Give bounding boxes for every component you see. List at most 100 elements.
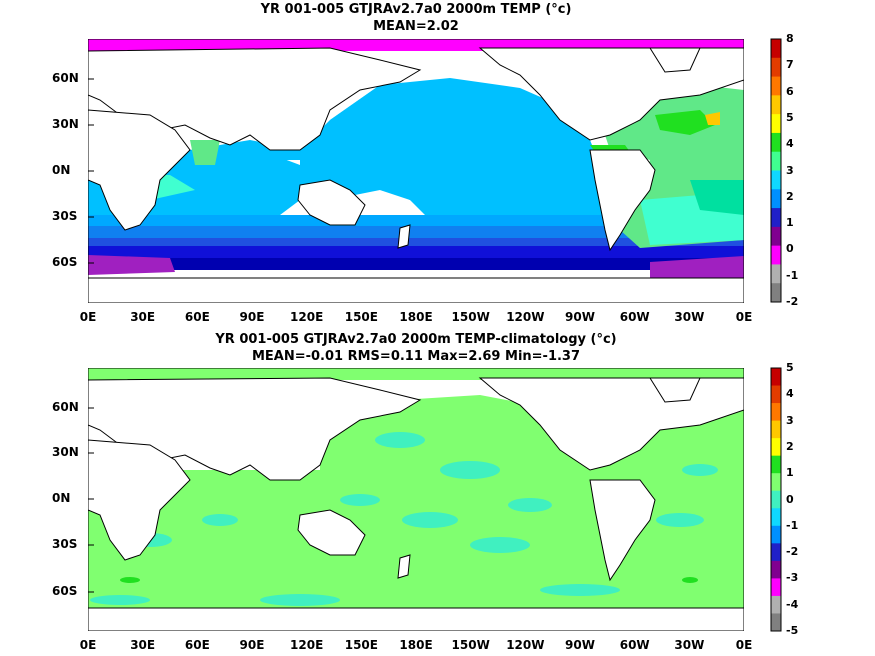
top-lon-label: 90W (565, 310, 595, 324)
top-colorbar (770, 38, 782, 303)
top-colorbar-swatch (771, 57, 781, 78)
top-colorbar-swatch (771, 132, 781, 153)
bottom-lon-label: 150E (344, 638, 378, 652)
bottom-colorbar-label: 3 (786, 413, 794, 427)
top-colorbar-label: 4 (786, 137, 794, 151)
bottom-colorbar-swatch (771, 560, 781, 579)
bottom-colorbar-label: 0 (786, 492, 794, 506)
bottom-colorbar-swatch (771, 438, 781, 457)
top-colorbar-swatch (771, 151, 781, 171)
bottom-colorbar-swatch (771, 543, 781, 562)
bottom-axis-ticks (88, 407, 94, 593)
top-colorbar-swatch (771, 170, 781, 190)
top-colorbar-label: 2 (786, 189, 794, 203)
top-colorbar-label: 1 (786, 216, 794, 230)
bottom-colorbar-swatch (771, 455, 781, 474)
top-lon-label: 150E (344, 310, 378, 324)
top-colorbar-label: -2 (786, 295, 799, 308)
bottom-colorbar-swatch (771, 385, 781, 404)
bottom-lon-label: 0E (79, 638, 97, 652)
bottom-colorbar-label: 5 (786, 361, 794, 374)
top-colorbar-frame (770, 38, 782, 303)
bottom-lon-label: 90W (565, 638, 595, 652)
top-colorbar-label: 6 (786, 84, 794, 98)
top-lat-label-30s: 30S (52, 209, 78, 223)
top-colorbar-label: 8 (786, 32, 794, 45)
bottom-lat-label-30s: 30S (52, 537, 78, 551)
bottom-colorbar-label: -1 (786, 518, 799, 532)
bottom-lon-label: 150W (451, 638, 490, 652)
bottom-lon-label: 60E (184, 638, 210, 652)
bottom-colorbar-label: -3 (786, 571, 799, 585)
top-colorbar-label: 7 (786, 58, 794, 72)
bottom-lat-label-30n: 30N (52, 445, 79, 459)
top-panel-subtitle: MEAN=2.02 (373, 19, 459, 34)
bottom-lon-label: 120E (290, 638, 324, 652)
top-lat-label-60s: 60S (52, 255, 78, 269)
top-lon-label: 0E (79, 310, 97, 324)
bottom-colorbar-label: 4 (786, 387, 794, 401)
bottom-panel-subtitle: MEAN=-0.01 RMS=0.11 Max=2.69 Min=-1.37 (251, 349, 581, 364)
top-lon-label: 30W (674, 310, 705, 324)
bottom-colorbar-swatch (771, 473, 781, 492)
top-colorbar-swatch (771, 76, 781, 96)
top-colorbar-label: 5 (786, 110, 794, 124)
top-colorbar-swatch (771, 114, 781, 134)
top-colorbar-label: 0 (786, 242, 794, 256)
bottom-lon-label: 60W (619, 638, 650, 652)
bottom-lon-label: 120W (506, 638, 545, 652)
bottom-lon-label: 180E (399, 638, 433, 652)
top-colorbar-swatch (771, 264, 781, 284)
bottom-colorbar-swatch (771, 508, 781, 527)
top-lon-label: 120E (290, 310, 324, 324)
bottom-colorbar-swatch (771, 613, 781, 632)
bottom-colorbar (770, 367, 782, 632)
bottom-colorbar-label: -5 (786, 624, 799, 637)
bottom-colorbar-label: -2 (786, 545, 799, 559)
top-lon-label: 120W (506, 310, 545, 324)
bottom-colorbar-swatch (771, 403, 781, 422)
bottom-lon-label: 30W (674, 638, 705, 652)
top-axis-ticks (88, 78, 94, 264)
bottom-colorbar-swatch (771, 368, 781, 387)
top-colorbar-label: -1 (786, 268, 799, 282)
top-colorbar-swatch (771, 226, 781, 247)
top-lat-label-0n: 0N (52, 163, 71, 177)
bottom-colorbar-swatch (771, 595, 781, 614)
bottom-colorbar-label: 2 (786, 439, 794, 453)
bottom-lon-label: 0E (735, 638, 753, 652)
bottom-colorbar-swatch (771, 578, 781, 597)
top-lon-label: 60W (619, 310, 650, 324)
bottom-colorbar-label: -4 (786, 597, 799, 611)
bottom-colorbar-frame (770, 367, 782, 632)
top-map (88, 39, 744, 303)
bottom-lat-label-60s: 60S (52, 584, 78, 598)
top-lon-label: 90E (239, 310, 265, 324)
top-lat-label-30n: 30N (52, 117, 79, 131)
top-colorbar-swatch (771, 245, 781, 265)
top-lon-label: 60E (184, 310, 210, 324)
bottom-lon-label: 30E (130, 638, 156, 652)
top-lon-label: 150W (451, 310, 490, 324)
bottom-colorbar-swatch (771, 525, 781, 544)
top-lon-label: 0E (735, 310, 753, 324)
bottom-colorbar-swatch (771, 490, 781, 509)
top-panel-title: YR 001-005 GTJRAv2.7a0 2000m TEMP (°c) (260, 2, 572, 17)
bottom-lat-label-0n: 0N (52, 491, 71, 505)
bottom-colorbar-swatch (771, 420, 781, 439)
top-colorbar-swatch (771, 39, 781, 59)
top-lon-label: 180E (399, 310, 433, 324)
top-lon-label: 30E (130, 310, 156, 324)
bottom-lat-label-60n: 60N (52, 400, 79, 414)
top-colorbar-swatch (771, 95, 781, 115)
bottom-colorbar-label: 1 (786, 466, 794, 480)
top-colorbar-label: 3 (786, 163, 794, 177)
top-colorbar-swatch (771, 208, 781, 228)
bottom-lon-label: 90E (239, 638, 265, 652)
top-colorbar-swatch (771, 283, 781, 303)
bottom-map (88, 368, 744, 631)
top-colorbar-swatch (771, 189, 781, 209)
top-lat-label-60n: 60N (52, 71, 79, 85)
bottom-panel-title: YR 001-005 GTJRAv2.7a0 2000m TEMP-climat… (215, 332, 617, 347)
